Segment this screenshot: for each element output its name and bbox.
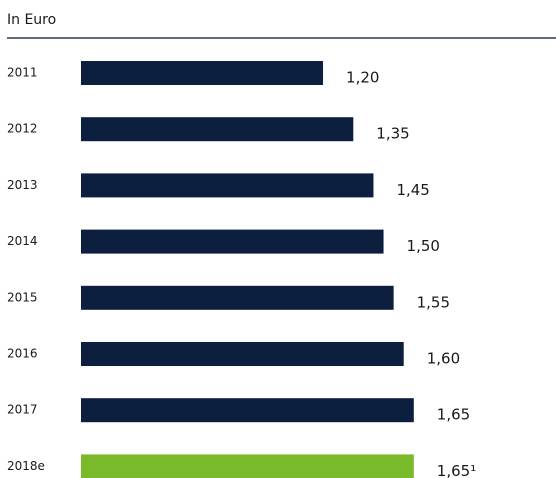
category-label: 2015 xyxy=(7,290,38,304)
value-label: 1,55 xyxy=(417,293,450,311)
bar xyxy=(81,454,414,478)
category-label: 2013 xyxy=(7,178,38,192)
bar xyxy=(81,342,404,366)
bar xyxy=(81,285,394,310)
value-label: 1,45 xyxy=(396,181,429,199)
category-label: 2018e xyxy=(7,459,45,473)
value-label: 1,60 xyxy=(427,350,460,368)
category-label: 2016 xyxy=(7,347,38,361)
value-label: 1,65 xyxy=(437,406,470,424)
value-label: 1,65¹ xyxy=(437,462,476,478)
category-label: 2011 xyxy=(7,66,38,80)
category-label: 2017 xyxy=(7,403,38,417)
category-label: 2014 xyxy=(7,234,38,248)
value-label: 1,20 xyxy=(346,69,379,87)
bar xyxy=(81,61,324,85)
bar xyxy=(81,117,354,142)
bar xyxy=(81,173,374,198)
category-label: 2012 xyxy=(7,122,38,136)
value-label: 1,35 xyxy=(376,125,409,143)
chart-title: In Euro xyxy=(7,12,56,28)
value-label: 1,50 xyxy=(407,237,440,255)
bar xyxy=(81,398,414,423)
bar xyxy=(81,229,384,254)
